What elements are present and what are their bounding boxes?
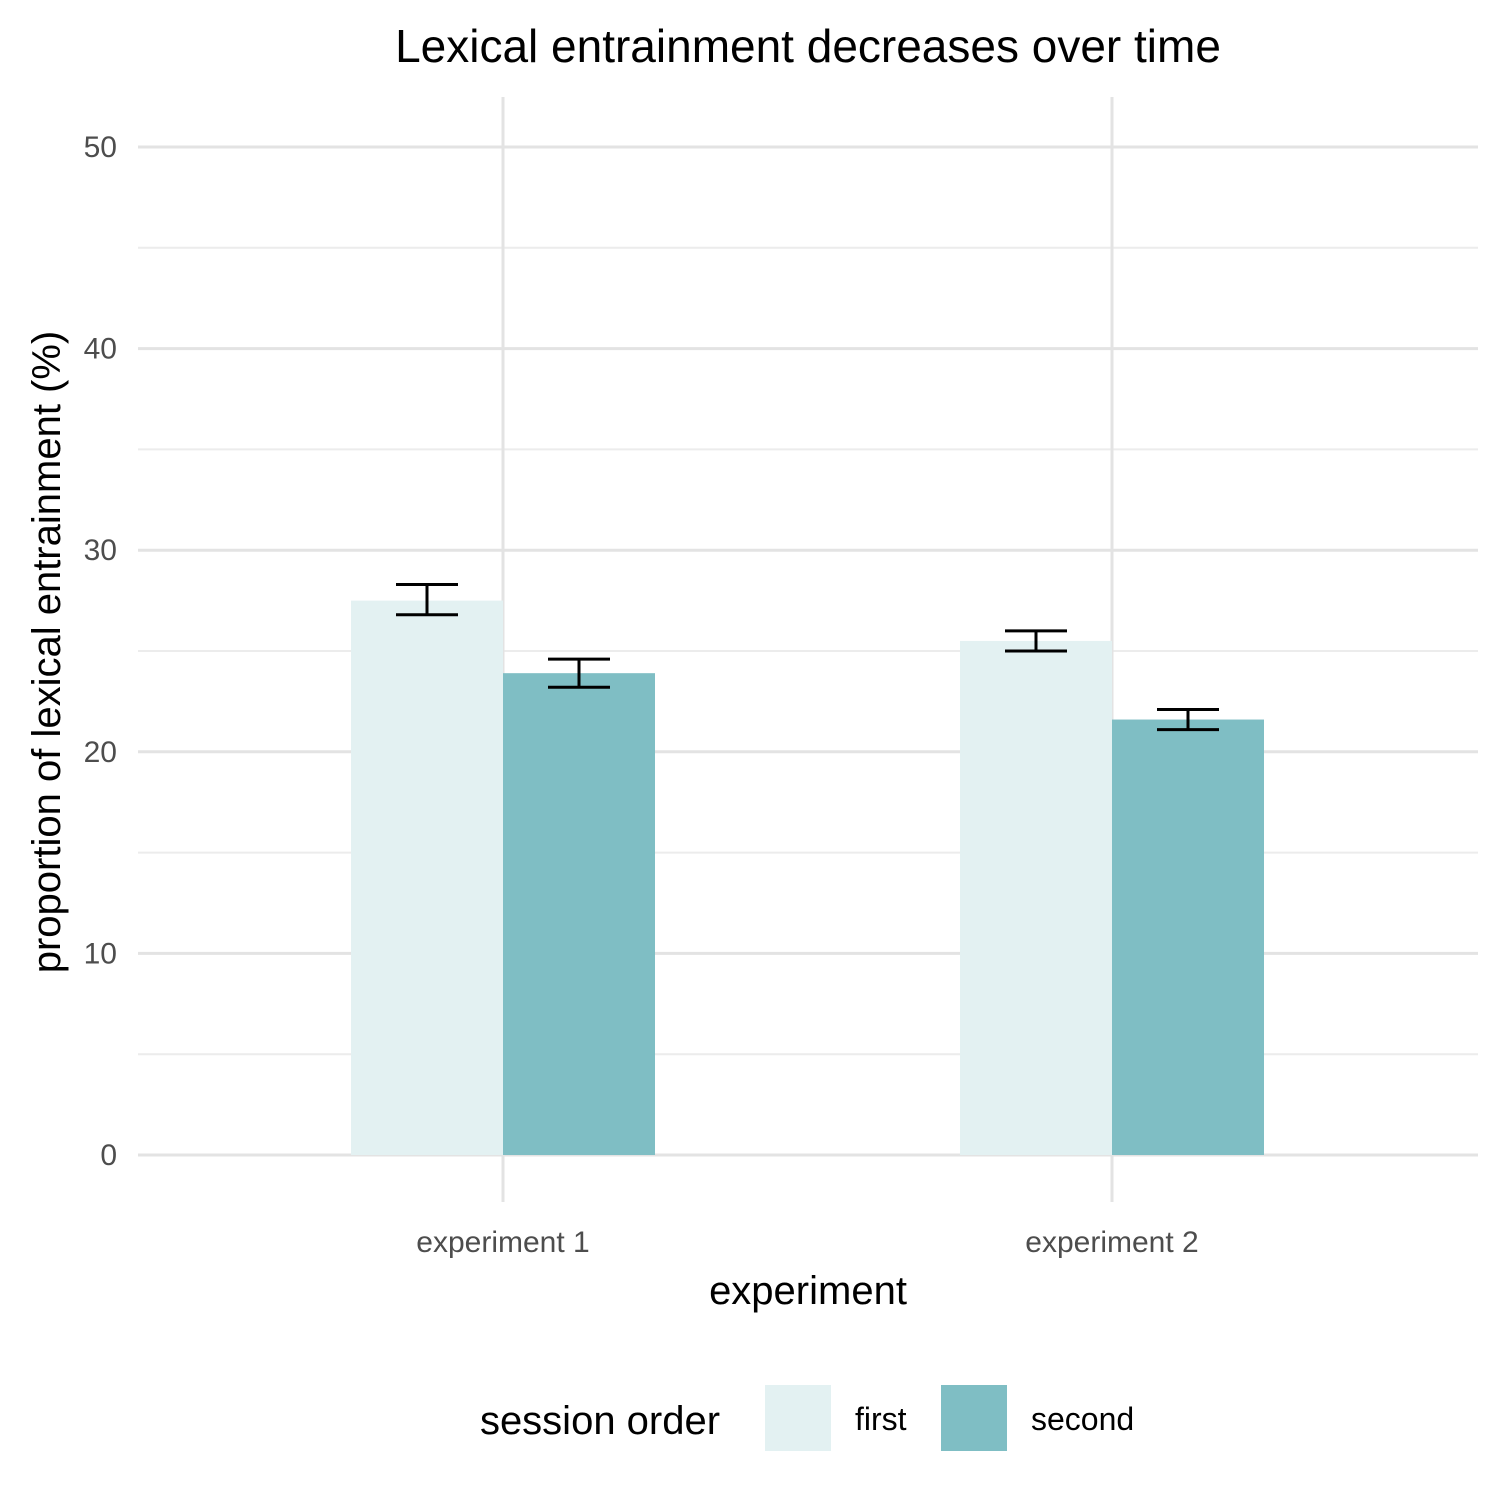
- x-tick-label: experiment 1: [416, 1226, 589, 1259]
- legend-title: session order: [480, 1399, 720, 1443]
- y-tick-label: 10: [84, 937, 117, 970]
- bar-second-1: [503, 673, 655, 1155]
- y-tick-label: 30: [84, 534, 117, 567]
- legend-label-second: second: [1031, 1401, 1134, 1437]
- grid: [138, 97, 1478, 1202]
- error-bar-second-2: [1157, 707, 1219, 732]
- x-tick-label: experiment 2: [1025, 1226, 1198, 1259]
- y-tick-label: 0: [100, 1139, 117, 1172]
- y-axis-ticks: 0 10 20 30 40 50: [84, 131, 117, 1172]
- x-axis-title: experiment: [709, 1269, 907, 1313]
- error-bar-first-1: [396, 582, 458, 617]
- error-bar-first-2: [1005, 629, 1067, 653]
- y-axis-title: proportion of lexical entrainment (%): [25, 331, 69, 974]
- legend-label-first: first: [855, 1401, 907, 1437]
- bars: [351, 600, 1264, 1155]
- bar-first-1: [351, 600, 503, 1155]
- chart-title: Lexical entrainment decreases over time: [395, 20, 1221, 72]
- legend-key-first: [765, 1385, 831, 1451]
- y-tick-label: 50: [84, 131, 117, 164]
- error-bar-second-1: [548, 657, 610, 689]
- x-axis-ticks: experiment 1 experiment 2: [416, 1226, 1198, 1259]
- y-tick-label: 40: [84, 333, 117, 366]
- bar-first-2: [960, 640, 1112, 1155]
- legend-key-second: [941, 1385, 1007, 1451]
- y-tick-label: 20: [84, 736, 117, 769]
- legend: session order first second: [480, 1385, 1134, 1451]
- bar-second-2: [1112, 719, 1264, 1155]
- error-bars: [396, 582, 1219, 732]
